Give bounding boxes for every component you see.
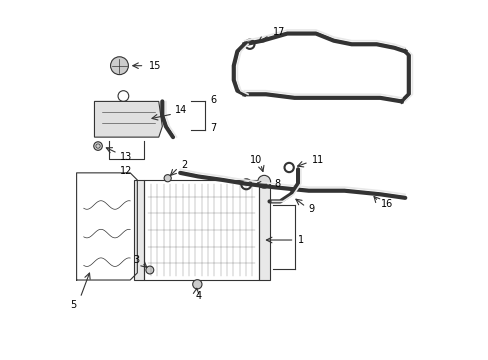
Text: 10: 10 xyxy=(249,156,262,165)
FancyBboxPatch shape xyxy=(134,180,144,280)
Circle shape xyxy=(164,175,171,182)
Circle shape xyxy=(110,57,128,75)
Text: 16: 16 xyxy=(380,199,392,209)
Text: 6: 6 xyxy=(210,95,216,105)
Text: 8: 8 xyxy=(274,179,280,189)
Text: 13: 13 xyxy=(120,152,132,162)
Circle shape xyxy=(192,280,202,289)
Text: 14: 14 xyxy=(175,105,187,115)
Polygon shape xyxy=(94,102,162,137)
Circle shape xyxy=(257,175,270,188)
Text: 1: 1 xyxy=(298,235,304,245)
Text: 17: 17 xyxy=(272,27,285,37)
Text: 15: 15 xyxy=(148,61,161,71)
FancyBboxPatch shape xyxy=(258,180,269,280)
Text: 12: 12 xyxy=(120,166,133,176)
Text: 7: 7 xyxy=(210,123,216,133)
Text: 2: 2 xyxy=(181,160,187,170)
Circle shape xyxy=(94,142,102,150)
Text: 9: 9 xyxy=(307,204,314,214)
Text: 4: 4 xyxy=(195,292,201,301)
Text: 11: 11 xyxy=(312,155,324,165)
Circle shape xyxy=(145,266,153,274)
Text: 5: 5 xyxy=(70,300,76,310)
Text: 3: 3 xyxy=(133,255,139,265)
